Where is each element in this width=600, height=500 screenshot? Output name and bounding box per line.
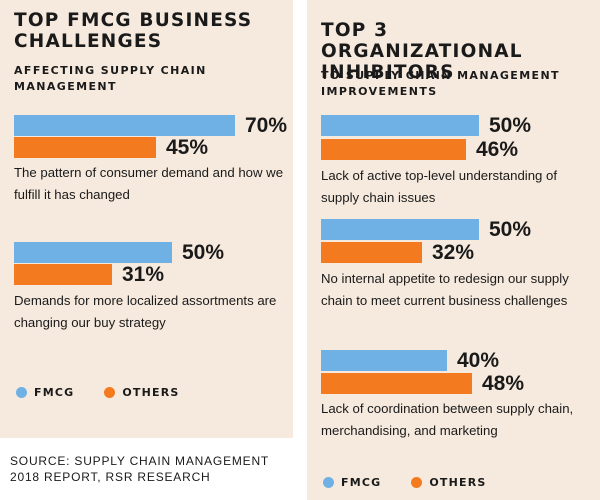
left-chart-panel: TOP FMCG BUSINESS CHALLENGES AFFECTING S…	[0, 0, 293, 438]
left-legend: FMCG OTHERS	[16, 386, 180, 399]
right-legend: FMCG OTHERS	[323, 476, 487, 489]
legend-fmcg-label: FMCG	[34, 386, 75, 399]
legend-fmcg-dot	[323, 477, 334, 488]
category-label-localized-assortments: Demands for more localized assortments a…	[14, 293, 277, 330]
legend-fmcg-dot	[16, 387, 27, 398]
category-label-top-level-understanding: Lack of active top-level understanding o…	[321, 168, 558, 205]
bar-fmcg-internal-appetite	[321, 219, 479, 240]
right-chart-panel: TOP 3 ORGANIZATIONAL INHIBITORS TO SUPPL…	[307, 0, 600, 500]
bar-others-localized-assortments	[14, 264, 112, 285]
bar-others-top-level-understanding	[321, 139, 466, 160]
category-label-coordination: Lack of coordination between supply chai…	[321, 401, 574, 438]
value-label-others-internal-appetite: 32%	[432, 241, 475, 264]
bar-fmcg-top-level-understanding	[321, 115, 479, 136]
legend-others-dot	[411, 477, 423, 488]
right-chart-title: TOP 3 ORGANIZATIONAL INHIBITORS	[321, 20, 523, 83]
value-label-fmcg-top-level-understanding: 50%	[489, 114, 532, 137]
legend-others-label: OTHERS	[429, 476, 487, 489]
left-chart-title: TOP FMCG BUSINESS CHALLENGES	[14, 10, 253, 52]
category-label-consumer-demand: The pattern of consumer demand and how w…	[14, 165, 284, 202]
source-note: SOURCE: SUPPLY CHAIN MANAGEMENT 2018 REP…	[10, 454, 269, 484]
bar-others-consumer-demand	[14, 137, 156, 158]
value-label-fmcg-coordination: 40%	[457, 349, 500, 372]
legend-others-label: OTHERS	[122, 386, 180, 399]
value-label-others-consumer-demand: 45%	[166, 136, 209, 159]
right-chart-subtitle: TO SUPPLY CHAIN MANAGEMENT IMPROVEMENTS	[321, 69, 560, 98]
value-label-others-coordination: 48%	[482, 372, 525, 395]
legend-fmcg-label: FMCG	[341, 476, 382, 489]
bar-fmcg-coordination	[321, 350, 447, 371]
value-label-fmcg-internal-appetite: 50%	[489, 218, 532, 241]
bar-others-internal-appetite	[321, 242, 422, 263]
value-label-fmcg-consumer-demand: 70%	[245, 114, 288, 137]
category-label-internal-appetite: No internal appetite to redesign our sup…	[321, 271, 569, 308]
value-label-others-localized-assortments: 31%	[122, 263, 165, 286]
bar-others-coordination	[321, 373, 472, 394]
value-label-others-top-level-understanding: 46%	[476, 138, 519, 161]
value-label-fmcg-localized-assortments: 50%	[182, 241, 225, 264]
left-chart-subtitle: AFFECTING SUPPLY CHAIN MANAGEMENT	[14, 64, 207, 93]
legend-others-dot	[104, 387, 116, 398]
bar-fmcg-consumer-demand	[14, 115, 235, 136]
bar-fmcg-localized-assortments	[14, 242, 172, 263]
